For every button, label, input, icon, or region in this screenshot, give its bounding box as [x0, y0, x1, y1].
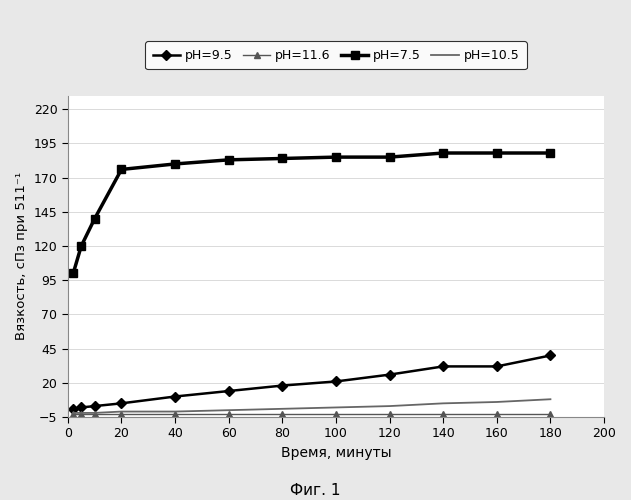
pH=10.5 [278, 406, 286, 412]
pH=11.6 [78, 412, 85, 418]
pH=11.6 [171, 412, 179, 418]
pH=7.5 [546, 150, 554, 156]
Line: pH=9.5: pH=9.5 [70, 352, 554, 412]
pH=7.5 [171, 161, 179, 167]
pH=9.5 [91, 403, 98, 409]
Text: Фиг. 1: Фиг. 1 [290, 483, 341, 498]
pH=7.5 [493, 150, 500, 156]
pH=9.5 [278, 382, 286, 388]
pH=9.5 [78, 404, 85, 410]
pH=11.6 [439, 412, 447, 418]
pH=9.5 [493, 364, 500, 370]
pH=9.5 [386, 372, 393, 378]
pH=10.5 [78, 410, 85, 416]
X-axis label: Время, минуты: Время, минуты [281, 446, 391, 460]
pH=10.5 [69, 410, 77, 416]
Line: pH=10.5: pH=10.5 [73, 399, 550, 413]
pH=10.5 [118, 408, 126, 414]
pH=9.5 [118, 400, 126, 406]
pH=9.5 [439, 364, 447, 370]
pH=9.5 [69, 406, 77, 412]
Legend: pH=9.5, pH=11.6, pH=7.5, pH=10.5: pH=9.5, pH=11.6, pH=7.5, pH=10.5 [145, 42, 527, 70]
pH=10.5 [225, 407, 232, 413]
pH=10.5 [493, 399, 500, 405]
pH=7.5 [386, 154, 393, 160]
pH=11.6 [493, 412, 500, 418]
pH=9.5 [171, 394, 179, 400]
Line: pH=7.5: pH=7.5 [69, 149, 555, 278]
pH=10.5 [439, 400, 447, 406]
pH=7.5 [439, 150, 447, 156]
pH=7.5 [225, 157, 232, 163]
pH=9.5 [225, 388, 232, 394]
pH=10.5 [546, 396, 554, 402]
Line: pH=11.6: pH=11.6 [70, 411, 554, 418]
pH=9.5 [546, 352, 554, 358]
pH=10.5 [91, 410, 98, 416]
pH=10.5 [332, 404, 339, 410]
pH=11.6 [91, 412, 98, 418]
pH=7.5 [69, 270, 77, 276]
pH=7.5 [118, 166, 126, 172]
pH=11.6 [69, 412, 77, 418]
pH=11.6 [546, 412, 554, 418]
pH=7.5 [332, 154, 339, 160]
Y-axis label: Вязкость, сПз при 511⁻¹: Вязкость, сПз при 511⁻¹ [15, 172, 28, 340]
pH=7.5 [78, 243, 85, 249]
pH=11.6 [225, 412, 232, 418]
pH=11.6 [332, 412, 339, 418]
pH=9.5 [332, 378, 339, 384]
pH=10.5 [171, 408, 179, 414]
pH=11.6 [278, 412, 286, 418]
pH=11.6 [386, 412, 393, 418]
pH=10.5 [386, 403, 393, 409]
pH=11.6 [118, 412, 126, 418]
pH=7.5 [91, 216, 98, 222]
pH=7.5 [278, 156, 286, 162]
